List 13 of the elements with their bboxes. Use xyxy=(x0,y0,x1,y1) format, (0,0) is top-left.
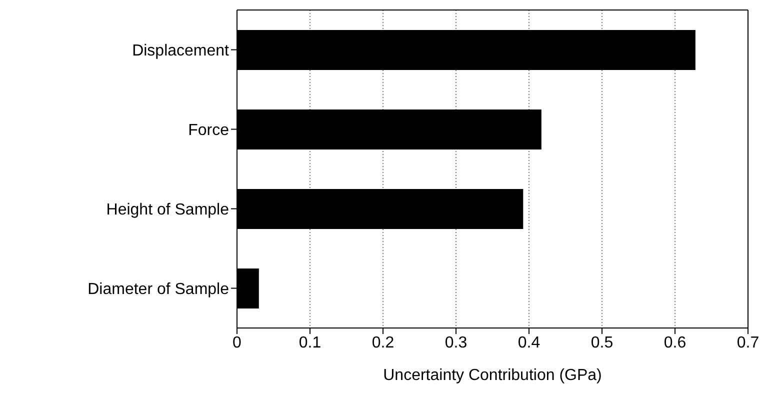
x-tick-label: 0.4 xyxy=(518,334,540,352)
y-tick-label: Displacement xyxy=(132,42,230,60)
x-tick-label: 0 xyxy=(232,334,242,352)
x-tick-label: 0.7 xyxy=(736,334,760,352)
x-tick-label: 0.6 xyxy=(664,334,686,352)
x-tick-label: 0.5 xyxy=(590,334,614,352)
y-tick-label: Height of Sample xyxy=(106,201,230,218)
x-tick-label: 0.3 xyxy=(444,334,468,352)
x-tick-label: 0.1 xyxy=(298,334,322,352)
y-tick-label: Force xyxy=(188,122,230,139)
y-tick-label: Diameter of Sample xyxy=(88,280,230,298)
x-axis-title: Uncertainty Contribution (GPa) xyxy=(383,367,602,384)
x-tick-label: 0.2 xyxy=(372,334,394,352)
